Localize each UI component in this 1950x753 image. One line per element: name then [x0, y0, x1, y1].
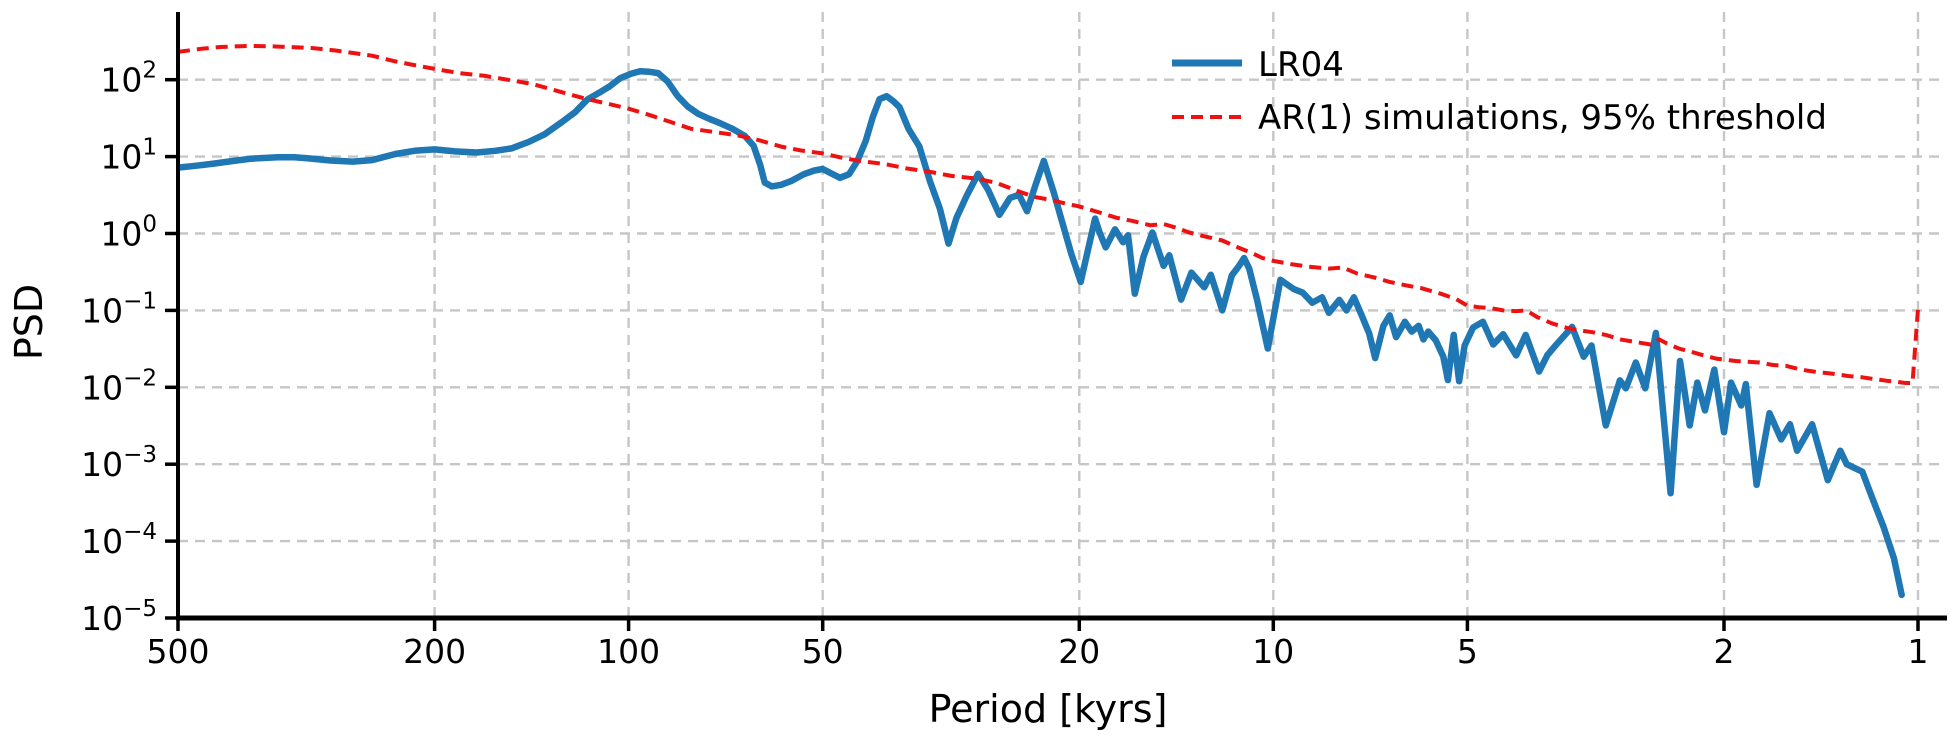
y-tick-label: 10−2 — [81, 365, 157, 407]
axis-ticks — [165, 77, 1920, 631]
x-tick-label: 200 — [403, 632, 466, 671]
x-tick-label: 50 — [802, 632, 844, 671]
x-axis-label: Period [kyrs] — [929, 687, 1168, 731]
y-tick-label: 102 — [100, 58, 157, 100]
x-tick-label: 2 — [1714, 632, 1735, 671]
y-axis-label: PSD — [7, 284, 51, 360]
y-tick-label: 10−3 — [81, 442, 157, 484]
x-tick-label: 500 — [147, 632, 210, 671]
y-tick-label: 100 — [100, 212, 157, 254]
x-tick-label: 20 — [1058, 632, 1100, 671]
x-tick-label: 1 — [1908, 632, 1929, 671]
axis-spines — [176, 12, 1947, 621]
x-tick-label: 10 — [1252, 632, 1294, 671]
y-tick-label: 10−1 — [81, 288, 157, 330]
grid-lines — [178, 12, 1945, 618]
series-line-lr04 — [178, 67, 1905, 599]
x-tick-label: 100 — [597, 632, 660, 671]
y-tick-label: 101 — [100, 135, 157, 177]
series-lines — [178, 43, 1920, 599]
x-tick-label: 5 — [1457, 632, 1478, 671]
y-tick-label: 10−4 — [81, 519, 157, 561]
legend: LR04 AR(1) simulations, 95% threshold — [1172, 45, 1827, 138]
series-line-ar1-threshold — [178, 43, 1920, 386]
x-tick-labels: 500 200 100 50 20 10 5 2 1 — [147, 632, 1929, 671]
legend-label-lr04: LR04 — [1258, 45, 1344, 85]
legend-label-ar1-threshold: AR(1) simulations, 95% threshold — [1258, 98, 1827, 138]
